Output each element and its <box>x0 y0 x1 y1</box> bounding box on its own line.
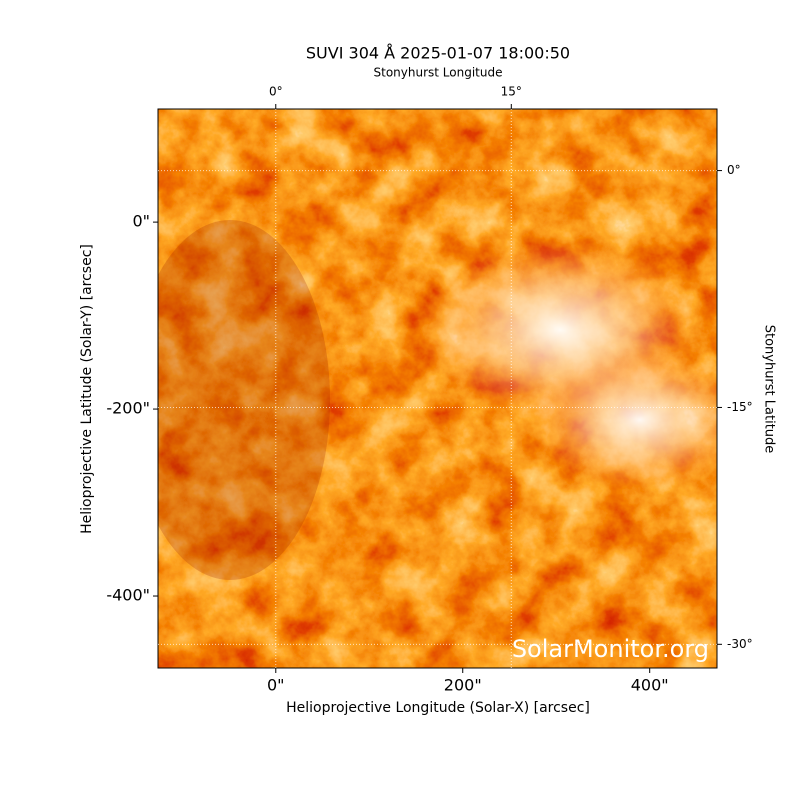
x-tick-label: 0" <box>267 676 285 695</box>
solar-image <box>158 109 717 668</box>
plot-frame <box>157 108 718 669</box>
y-axis-label: Helioprojective Latitude (Solar-Y) [arcs… <box>79 244 95 534</box>
x-tick-label: 200" <box>444 676 482 695</box>
y-tick-label: 0" <box>132 212 150 231</box>
y2-tick-label: 0° <box>727 163 741 177</box>
x2-tick-label: 0° <box>269 85 283 99</box>
watermark: SolarMonitor.org <box>512 635 709 663</box>
y-tick-label: -200" <box>106 399 150 418</box>
x-tick-label: 400" <box>631 676 669 695</box>
y-tick-label: -400" <box>106 586 150 605</box>
y2-axis-label: Stonyhurst Latitude <box>762 325 777 454</box>
y2-tick-label: -15° <box>727 400 753 414</box>
y2-tick-label: -30° <box>727 637 753 651</box>
chart-title: SUVI 304 Å 2025-01-07 18:00:50 <box>306 44 570 63</box>
x2-axis-label: Stonyhurst Longitude <box>374 66 503 80</box>
x-axis-label: Helioprojective Longitude (Solar-X) [arc… <box>286 700 590 716</box>
x2-tick-label: 15° <box>501 85 522 99</box>
